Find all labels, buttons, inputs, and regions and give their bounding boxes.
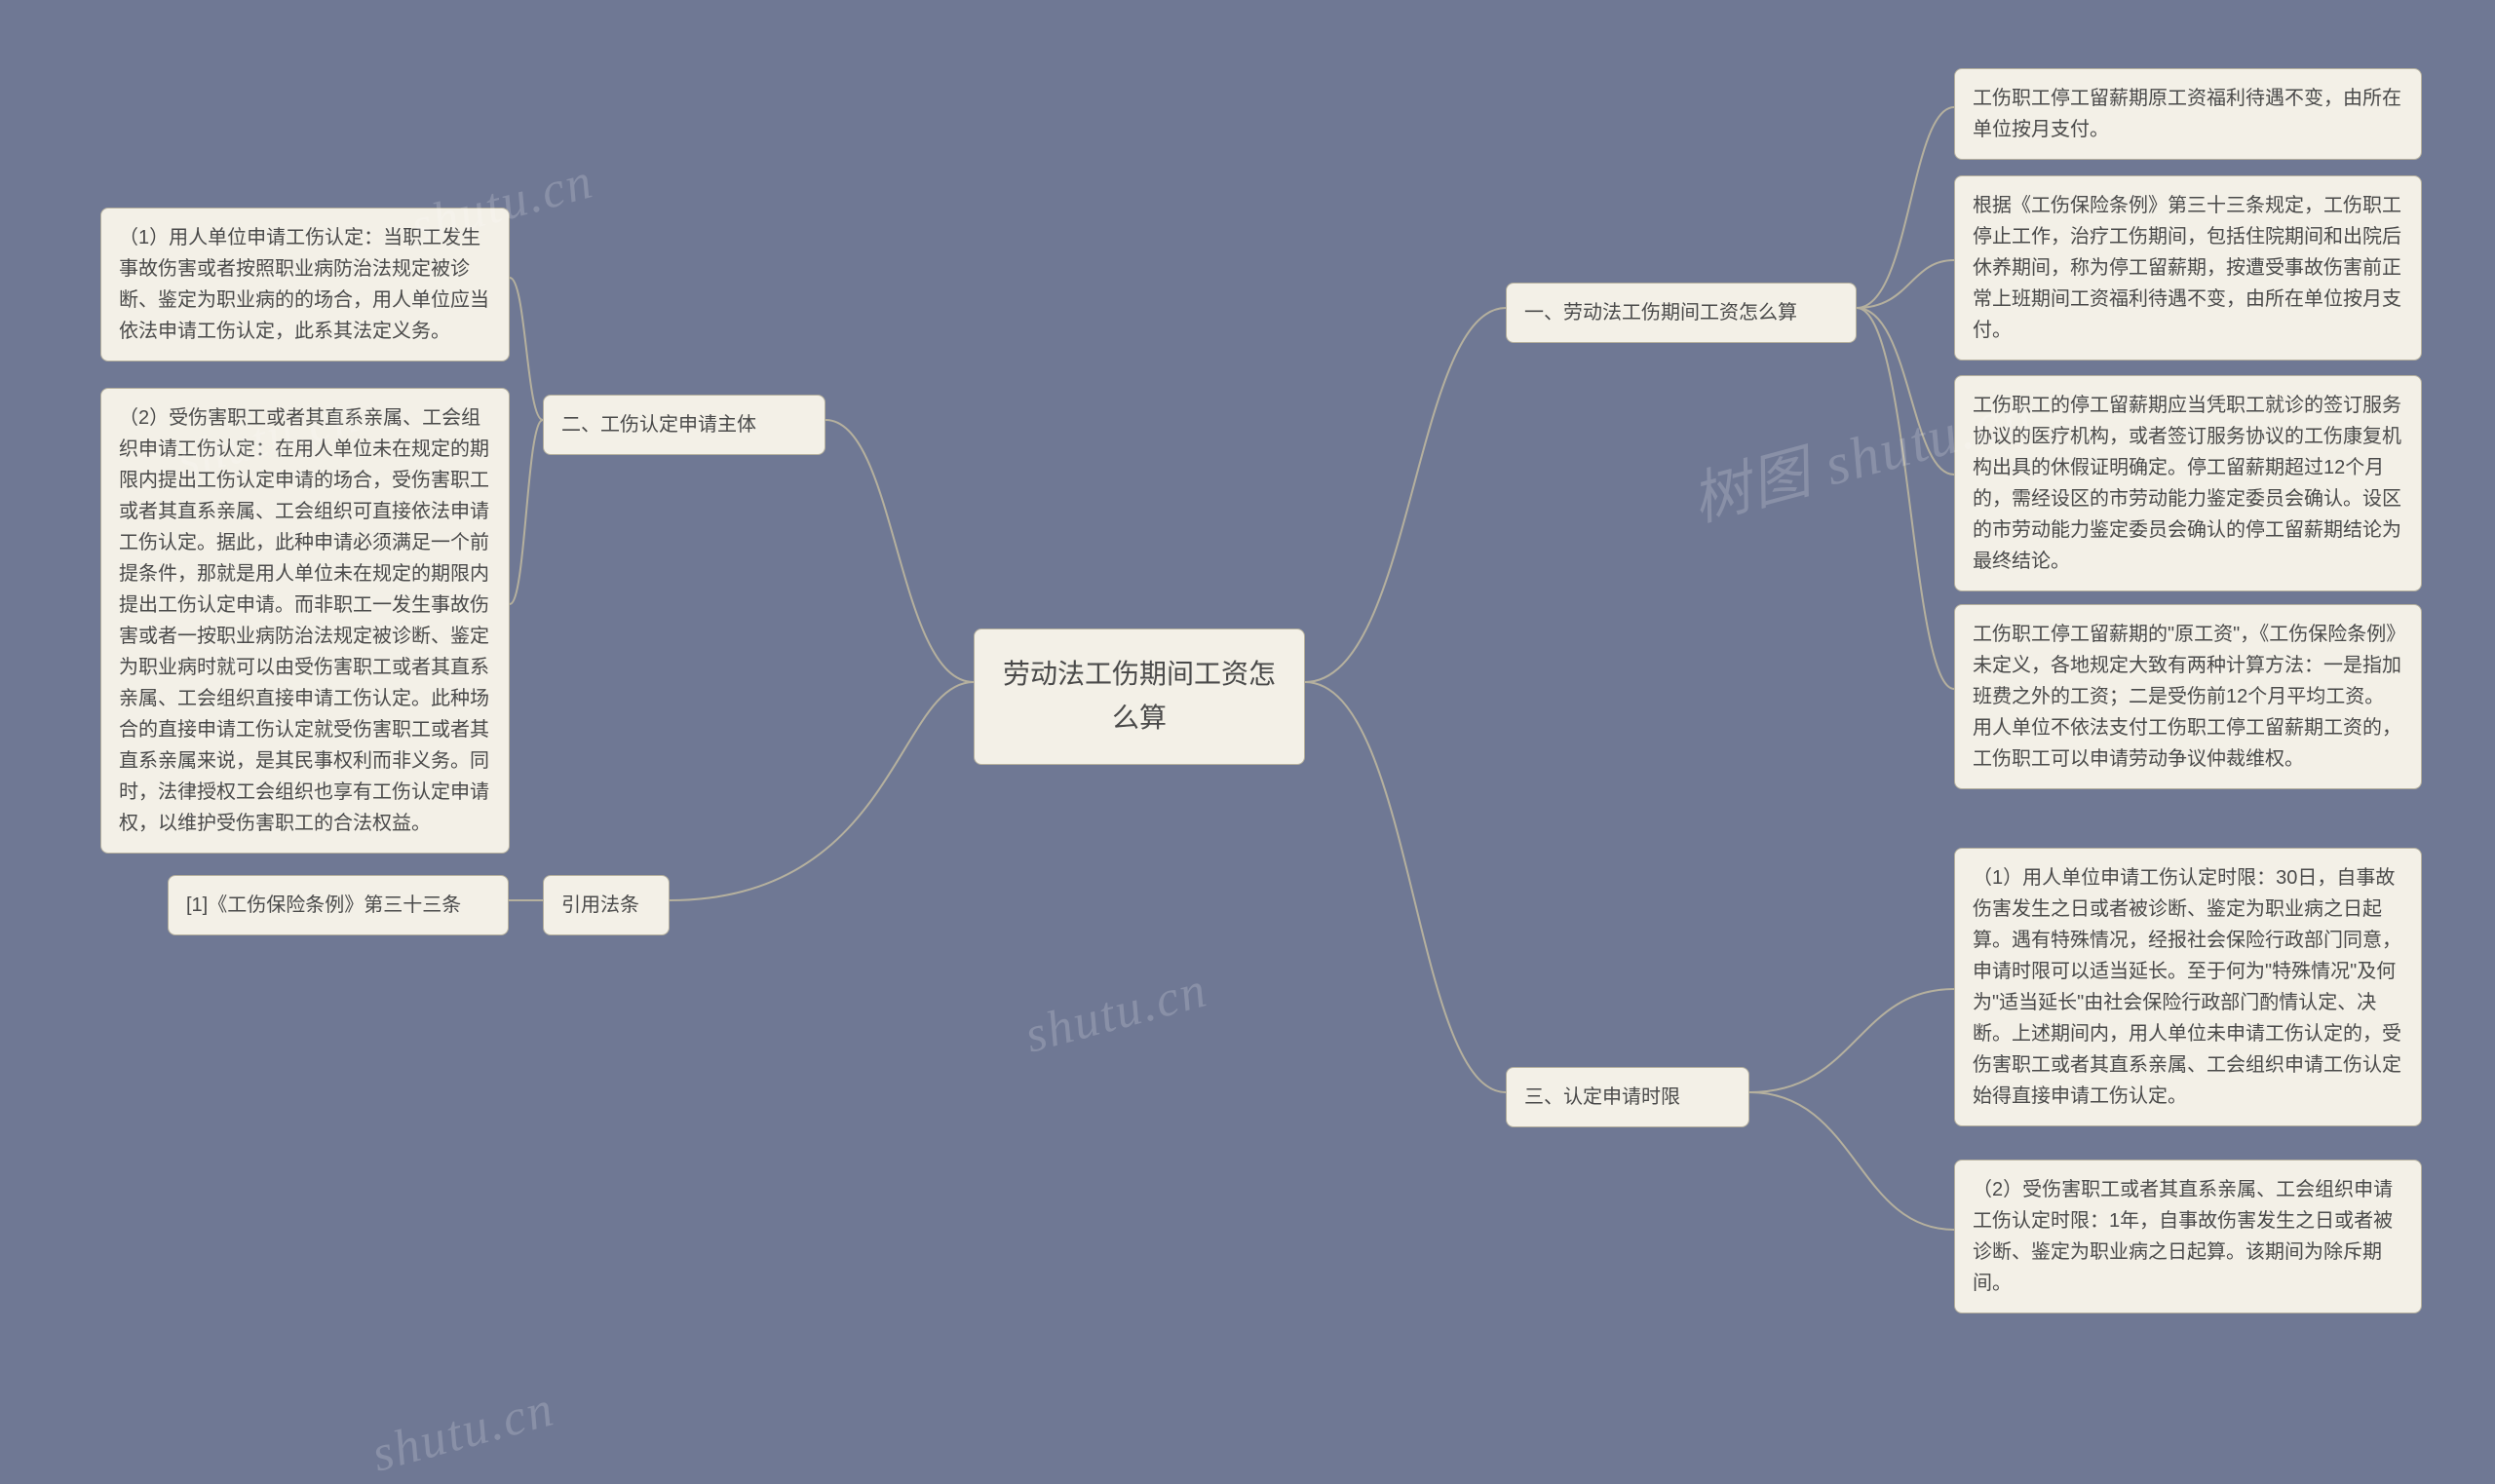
leaf-r1-2: 工伤职工的停工留薪期应当凭职工就诊的签订服务协议的医疗机构，或者签订服务协议的工…	[1954, 375, 2422, 591]
watermark: shutu.cn	[1019, 961, 1214, 1064]
branch-right-2: 三、认定申请时限	[1506, 1067, 1749, 1127]
branch-right-1: 一、劳动法工伤期间工资怎么算	[1506, 283, 1857, 343]
leaf-r2-0: （1）用人单位申请工伤认定时限：30日，自事故伤害发生之日或者被诊断、鉴定为职业…	[1954, 848, 2422, 1126]
leaf-l1-0: （1）用人单位申请工伤认定：当职工发生事故伤害或者按照职业病防治法规定被诊断、鉴…	[100, 208, 510, 361]
leaf-r1-0: 工伤职工停工留薪期原工资福利待遇不变，由所在单位按月支付。	[1954, 68, 2422, 160]
leaf-l1-1: （2）受伤害职工或者其直系亲属、工会组织申请工伤认定：在用人单位未在规定的期限内…	[100, 388, 510, 854]
center-node: 劳动法工伤期间工资怎么算	[974, 628, 1305, 765]
branch-left-2: 引用法条	[543, 875, 670, 935]
watermark: shutu.cn	[366, 1380, 561, 1483]
leaf-r2-1: （2）受伤害职工或者其直系亲属、工会组织申请工伤认定时限：1年，自事故伤害发生之…	[1954, 1160, 2422, 1313]
branch-left-1: 二、工伤认定申请主体	[543, 395, 825, 455]
leaf-r1-3: 工伤职工停工留薪期的"原工资"，《工伤保险条例》未定义，各地规定大致有两种计算方…	[1954, 604, 2422, 789]
leaf-l2-0: [1]《工伤保险条例》第三十三条	[168, 875, 509, 935]
leaf-r1-1: 根据《工伤保险条例》第三十三条规定，工伤职工停止工作，治疗工伤期间，包括住院期间…	[1954, 175, 2422, 361]
